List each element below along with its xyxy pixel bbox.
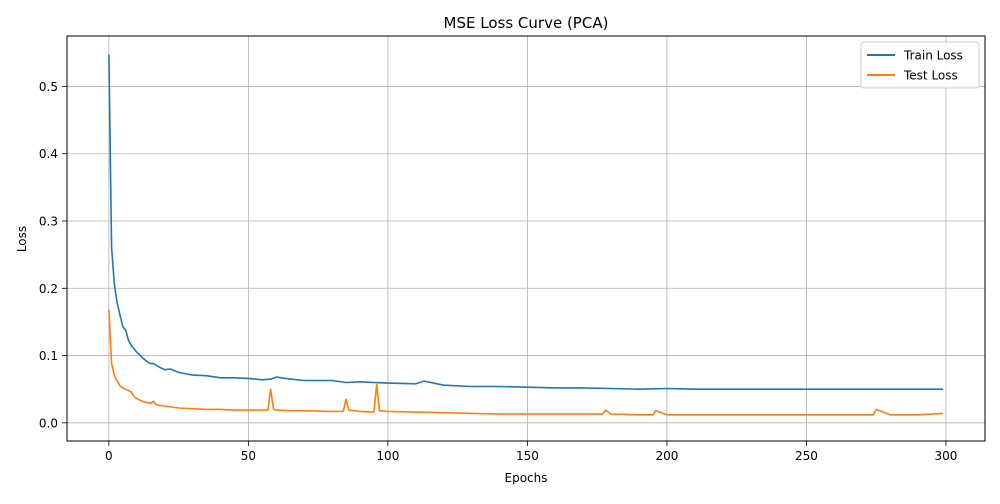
axis-ticks: 0 50 100 150 200 250 300 0.0 0.1 0.2 0.3 0.4 0.5 xyxy=(39,80,957,463)
y-tick-label: 0.2 xyxy=(39,282,58,296)
y-axis-label: Loss xyxy=(15,226,29,252)
legend-box xyxy=(860,41,980,89)
x-tick-label: 50 xyxy=(241,449,256,463)
x-axis-label: Epochs xyxy=(505,471,548,485)
legend-label-train-loss: Train Loss xyxy=(903,49,963,63)
grid xyxy=(67,36,985,441)
series-line-test-loss xyxy=(108,309,944,416)
series-lines xyxy=(108,54,944,416)
x-tick-label: 200 xyxy=(655,449,678,463)
y-tick-label: 0.1 xyxy=(39,349,58,363)
chart-title: MSE Loss Curve (PCA) xyxy=(444,14,609,32)
legend: Train Loss Test Loss xyxy=(860,41,980,89)
x-tick-label: 250 xyxy=(795,449,818,463)
y-tick-label: 0.4 xyxy=(39,147,58,161)
y-tick-label: 0.3 xyxy=(39,215,58,229)
plot-frame xyxy=(66,35,986,442)
x-tick-label: 300 xyxy=(934,449,957,463)
legend-label-test-loss: Test Loss xyxy=(903,69,958,83)
x-tick-label: 150 xyxy=(516,449,539,463)
series-line-train-loss xyxy=(108,54,944,391)
y-tick-label: 0.5 xyxy=(39,80,58,94)
x-tick-label: 100 xyxy=(376,449,399,463)
y-tick-label: 0.0 xyxy=(39,416,58,430)
x-tick-label: 0 xyxy=(105,449,113,463)
